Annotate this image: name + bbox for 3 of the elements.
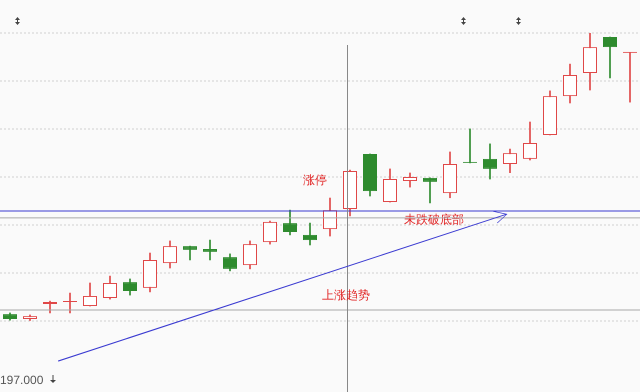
annotation: 上涨趋势 bbox=[322, 288, 370, 302]
annotation: 涨停 bbox=[303, 173, 327, 187]
text: 197.000 bbox=[0, 373, 44, 387]
